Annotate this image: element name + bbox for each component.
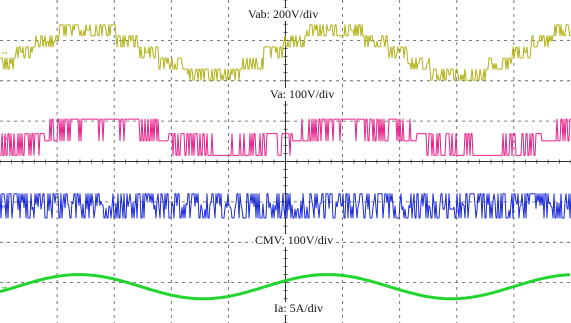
ia-scale-label: Ia: 5A/div — [272, 301, 325, 315]
va-trace — [0, 118, 571, 156]
vab-channel-marker: 1 — [2, 51, 9, 55]
vab-scale-label: Vab: 200V/div — [246, 7, 321, 21]
cmv-channel-marker: 3 — [2, 205, 9, 209]
cmv-trace — [0, 193, 571, 219]
ia-trace — [0, 273, 571, 301]
ia-channel-marker: 4 — [2, 286, 9, 290]
cmv-scale-label: CMV: 100V/div — [253, 233, 336, 247]
va-scale-label: Va: 100V/div — [268, 87, 337, 101]
traces — [0, 24, 571, 301]
va-channel-marker: 2 — [2, 136, 9, 140]
vab-trace — [0, 24, 571, 81]
